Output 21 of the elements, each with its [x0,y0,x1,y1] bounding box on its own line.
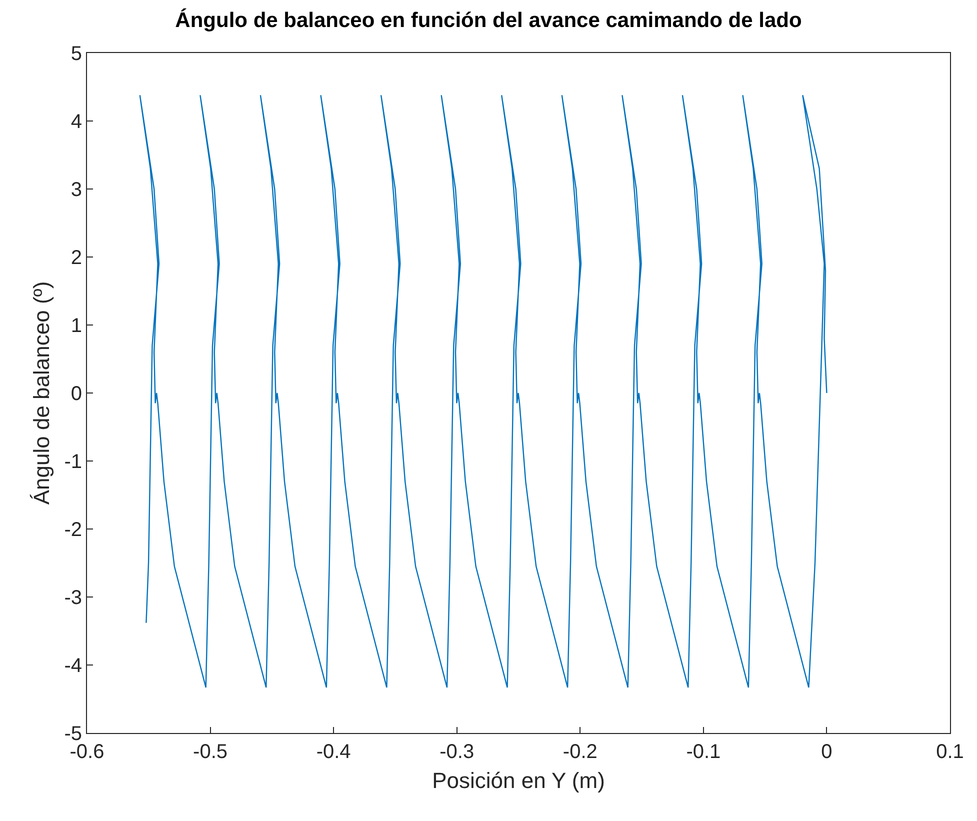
x-tick-label: 0 [821,741,832,763]
y-tick-label: 5 [70,43,82,65]
chart-title: Ángulo de balanceo en función del avance camimando de lado [175,8,802,32]
y-tick-label: 1 [70,315,82,337]
x-tick-label: -0.4 [316,741,351,763]
x-tick-label: 0.1 [936,741,964,763]
x-axis-title: Posición en Y (m) [432,768,605,793]
y-tick-label: 3 [70,179,82,201]
y-axis-title: Ángulo de balanceo (º) [29,281,54,505]
line-series [139,94,828,688]
y-tick-label: -2 [64,519,82,541]
y-tick-label: 2 [70,247,82,269]
y-tick-label: 0 [70,383,82,405]
y-tick-label: -1 [64,451,82,473]
y-tick-label: 4 [70,111,82,133]
x-tick-label: -0.3 [440,741,474,763]
y-tick-label: -3 [64,587,82,609]
x-tick-label: -0.5 [193,741,228,763]
x-tick-label: -0.1 [686,741,721,763]
y-tick-label: -4 [64,655,82,677]
x-tick-label: -0.2 [562,741,598,763]
